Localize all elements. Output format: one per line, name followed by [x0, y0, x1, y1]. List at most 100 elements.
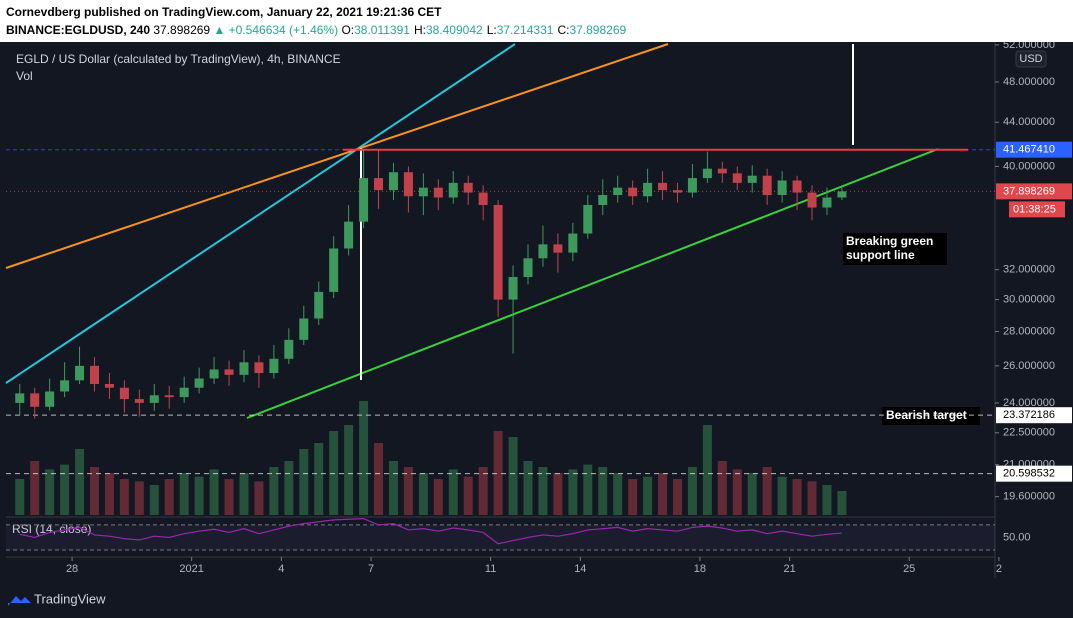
background [0, 42, 1073, 576]
change: ▲ +0.546634 (+1.46%) [213, 23, 339, 37]
volume-bar [463, 476, 473, 515]
annotation-box [843, 233, 947, 265]
x-tick-label: 21 [783, 563, 795, 575]
volume-bar [598, 467, 608, 515]
candle-body [254, 362, 264, 374]
volume-bar [553, 473, 563, 515]
rsi-tick-label: 50.00 [1003, 531, 1031, 543]
candle-body [717, 168, 727, 174]
volume-bar [777, 476, 787, 515]
rsi-band-fill [6, 524, 995, 550]
candle-body [523, 258, 533, 277]
candle-body [732, 173, 742, 183]
ohlc-value: 37.214331 [496, 23, 554, 37]
volume-bar [672, 479, 682, 515]
volume-bar [433, 479, 443, 515]
ohlc-value: 38.011391 [354, 23, 410, 37]
candle-body [239, 362, 249, 375]
candle-body [837, 191, 847, 198]
candle-body [658, 182, 668, 191]
level-label-bg [996, 183, 1072, 200]
x-tick-label: 14 [574, 563, 586, 575]
candle-body [448, 182, 458, 198]
candle-body [15, 393, 25, 403]
candle-body [104, 384, 114, 388]
volume-bar [75, 449, 85, 515]
volume-bar [374, 443, 384, 515]
candle-body [807, 192, 817, 208]
chart: EGLD / US Dollar (calculated by TradingV… [0, 42, 1073, 606]
volume-bar [299, 449, 309, 515]
rsi-line [19, 518, 842, 545]
symbol: BINANCE:EGLDUSD, 240 [6, 23, 151, 37]
volume-bar [613, 473, 623, 515]
candle-body [792, 180, 802, 193]
candle-body [598, 195, 608, 205]
trendline-orange [5, 43, 669, 269]
candle-body [388, 172, 398, 191]
y-tick-label: 52.000000 [1003, 42, 1055, 51]
candle-body [433, 187, 443, 198]
volume-bar [45, 469, 55, 515]
volume-bar [508, 437, 518, 515]
level-label: 23.372186 [1003, 409, 1055, 421]
countdown: 01:38:25 [1013, 203, 1056, 215]
candle-body [314, 291, 324, 319]
volume-bar [628, 479, 638, 515]
volume-bar [388, 461, 398, 515]
volume-bar [747, 473, 757, 515]
candle-body [643, 182, 653, 197]
volume-bar [149, 485, 159, 515]
currency: USD [1019, 53, 1042, 65]
candle-body [75, 365, 85, 381]
volume-bar [134, 481, 144, 515]
candle-body [344, 221, 354, 249]
volume-bar [164, 479, 174, 515]
volume-bar [448, 469, 458, 515]
candle-body [553, 244, 563, 253]
volume-bar [89, 467, 99, 515]
volume-bar [807, 481, 817, 515]
candle-body [284, 339, 294, 359]
ohlc: O:38.011391 H:38.409042 L:37.214331 C:37.89… [341, 23, 630, 37]
volume-bar [269, 467, 279, 515]
candle-body [374, 178, 384, 191]
volume-bar [687, 467, 697, 515]
candle-body [60, 380, 70, 392]
volume-bar [822, 485, 832, 515]
volume-bar [732, 469, 742, 515]
volume-bar [119, 479, 129, 515]
candle-body [777, 180, 787, 196]
y-tick-label: 22.500000 [1003, 427, 1055, 439]
volume-bar [329, 431, 339, 515]
volume-bar [60, 464, 70, 515]
y-tick-label: 28.000000 [1003, 325, 1055, 337]
ohlc-label: L: [486, 23, 497, 37]
volume-bar [643, 476, 653, 515]
candle-body [209, 369, 219, 379]
volume-bar [478, 467, 488, 515]
header: Cornevdberg published on TradingView.com… [0, 0, 1073, 42]
candle-body [538, 244, 548, 259]
x-tick-label: 25 [903, 563, 915, 575]
candle-body [89, 365, 99, 385]
ohlc-label: C: [557, 23, 570, 37]
volume-bar [418, 473, 428, 515]
candle-body [119, 387, 129, 400]
volume-bar [209, 469, 219, 515]
candle-body [418, 187, 428, 197]
y-tick-label: 26.000000 [1003, 360, 1055, 372]
y-tick-label: 30.000000 [1003, 293, 1055, 305]
ohlc-value: 38.409042 [425, 23, 483, 37]
candle-body [628, 187, 638, 197]
y-tick-label: 40.000000 [1003, 160, 1055, 172]
candle-body [30, 393, 40, 407]
x-tick-label: 4 [278, 563, 284, 575]
candle-body [613, 187, 623, 196]
x-tick-label: 2 [996, 563, 1002, 575]
candle-body [359, 178, 369, 222]
volume-bar [254, 481, 264, 515]
candle-body [164, 395, 174, 398]
candle-body [134, 399, 144, 403]
candle-body [747, 175, 757, 183]
